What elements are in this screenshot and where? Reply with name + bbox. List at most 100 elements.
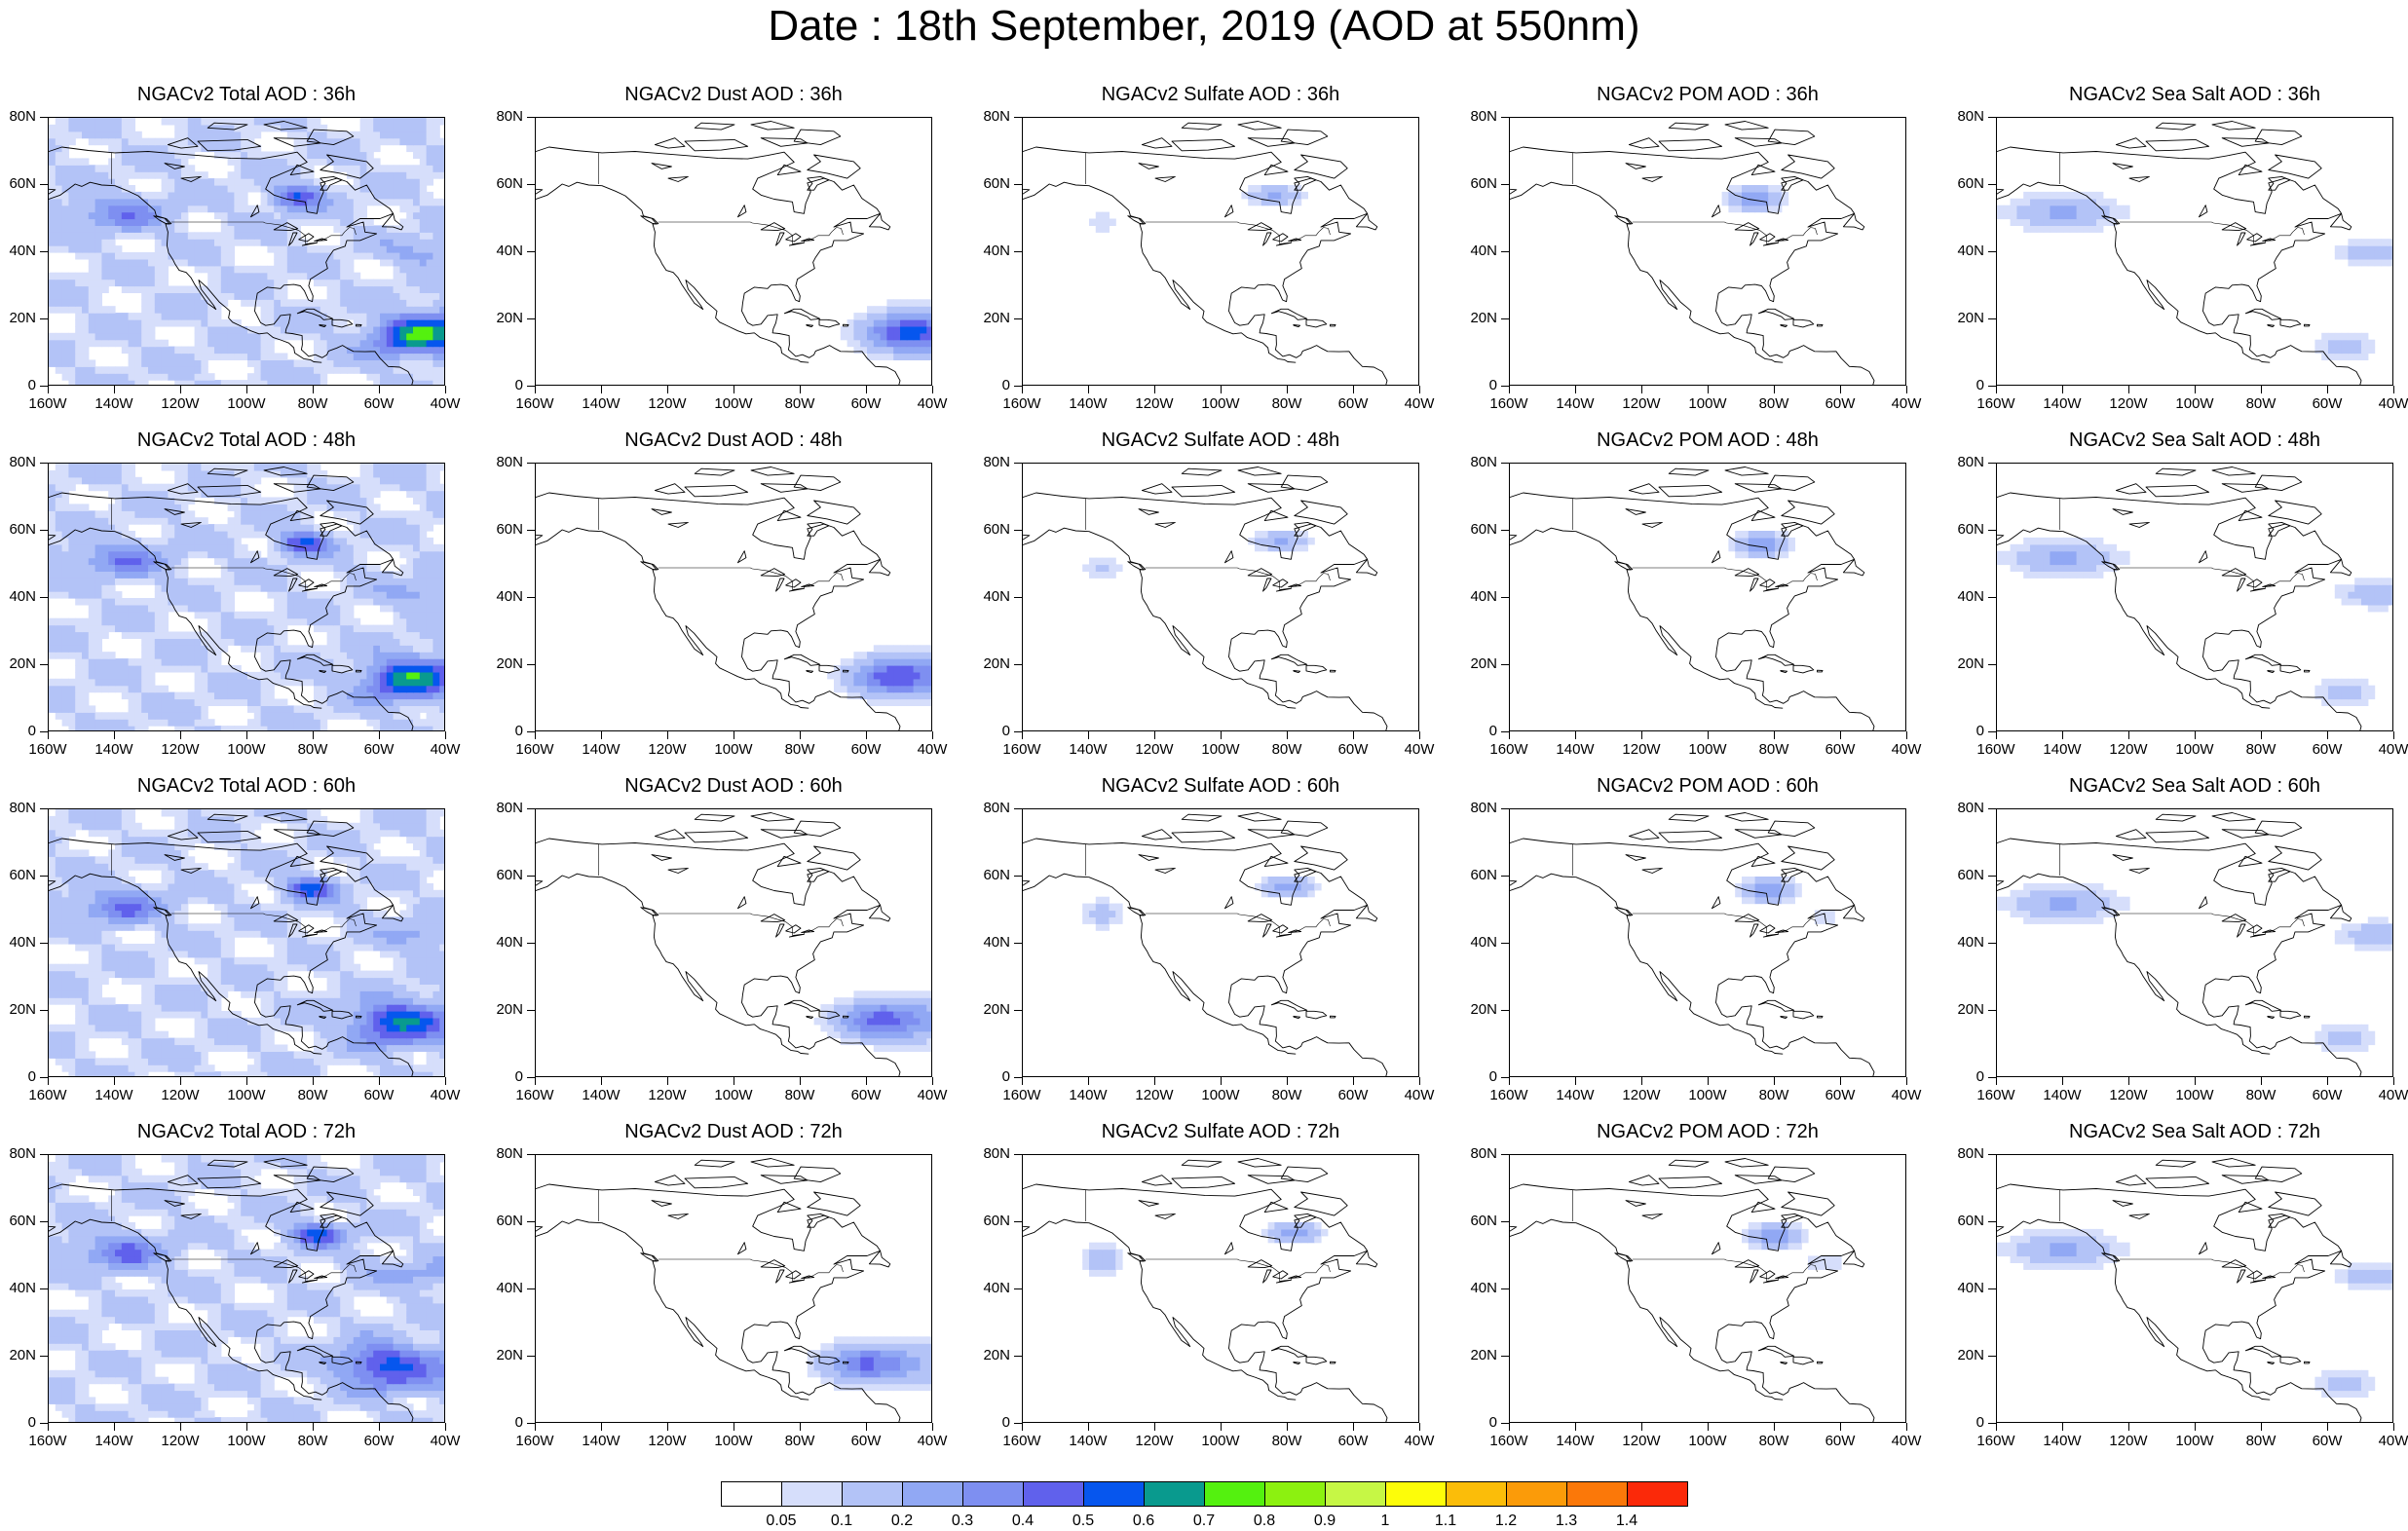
aod-cell — [108, 611, 116, 619]
aod-cell — [1761, 543, 1769, 552]
aod-cell — [115, 185, 123, 193]
aod-map — [1023, 121, 1388, 385]
aod-cell — [439, 591, 444, 599]
aod-cell — [121, 537, 130, 545]
aod-cell — [366, 624, 374, 633]
aod-cell — [413, 578, 421, 585]
aod-cell — [347, 285, 355, 293]
aod-cell — [433, 245, 440, 253]
aod-cell — [860, 319, 868, 327]
aod-cell — [293, 171, 301, 179]
aod-cell — [121, 726, 130, 730]
aod-cell — [115, 665, 123, 673]
aod-cell — [439, 165, 444, 172]
aod-cell — [439, 645, 444, 653]
pacific-coastline — [1023, 527, 1297, 709]
aod-cell — [267, 178, 275, 186]
aod-cell — [121, 124, 130, 132]
aod-cell — [82, 504, 90, 511]
aod-cell — [134, 543, 142, 552]
aod-cell — [108, 483, 116, 492]
aod-cell — [154, 299, 163, 307]
aod-cell — [94, 306, 102, 314]
arctic-island-outline — [1658, 484, 1723, 498]
aod-cell — [353, 165, 361, 172]
aod-cell — [413, 239, 421, 246]
aod-cell — [2083, 191, 2090, 200]
aod-cell — [433, 469, 440, 478]
aod-cell — [1109, 571, 1116, 579]
aod-cell — [194, 306, 202, 314]
aod-cell — [320, 325, 328, 334]
aod-cell — [161, 366, 169, 374]
aod-cell — [55, 299, 63, 307]
aod-cell — [419, 239, 428, 246]
aod-cell — [260, 726, 268, 730]
aod-cell — [61, 631, 69, 639]
aod-cell — [115, 279, 123, 287]
aod-cell — [286, 564, 295, 572]
aod-cell — [359, 665, 367, 673]
aod-cell — [101, 604, 109, 613]
lon-tick-label: 120W — [2109, 395, 2148, 412]
aod-cell — [214, 265, 222, 274]
aod-cell — [201, 118, 208, 126]
aod-cell — [320, 665, 328, 673]
aod-cell — [88, 624, 96, 633]
aod-cell — [314, 524, 321, 532]
aod-cell — [220, 252, 229, 260]
aod-cell — [181, 658, 189, 666]
aod-cell — [101, 118, 109, 126]
aod-cell — [340, 591, 348, 599]
aod-cell — [148, 285, 156, 293]
aod-cell — [314, 617, 321, 626]
aod-cell — [260, 524, 268, 532]
aod-cell — [227, 232, 235, 240]
aod-cell — [386, 137, 395, 146]
aod-cell — [293, 306, 301, 314]
aod-cell — [121, 598, 130, 606]
us-canada-border — [1145, 567, 1331, 590]
map-frame — [48, 463, 445, 731]
aod-cell — [373, 285, 381, 293]
aod-cell — [128, 205, 135, 213]
island-outline — [2267, 324, 2276, 328]
aod-cell — [234, 319, 242, 327]
aod-cell — [61, 366, 69, 374]
aod-cell — [353, 645, 361, 653]
aod-cell — [134, 373, 142, 381]
aod-cell — [2089, 191, 2097, 200]
aod-cell — [82, 564, 90, 572]
aod-cell — [853, 665, 861, 673]
aod-cell — [300, 218, 308, 226]
aod-cell — [281, 124, 288, 132]
aod-cell — [148, 359, 156, 367]
aod-cell — [353, 705, 361, 713]
aod-cell — [366, 325, 374, 334]
aod-cell — [49, 705, 56, 713]
aod-cell — [247, 158, 255, 166]
aod-cell — [128, 118, 135, 126]
aod-cell — [274, 464, 282, 471]
aod-cell — [207, 698, 215, 706]
aod-cell — [340, 598, 348, 606]
aod-cell — [1728, 537, 1736, 545]
aod-cell — [2354, 252, 2362, 260]
aod-cell — [2036, 191, 2045, 200]
aod-cell — [880, 671, 887, 680]
aod-cell — [847, 319, 854, 327]
aod-cell — [154, 373, 163, 381]
aod-cell — [2348, 339, 2355, 348]
aod-cell — [281, 258, 288, 267]
aod-cell — [82, 285, 90, 293]
aod-cell — [267, 517, 275, 525]
aod-cell — [347, 658, 355, 666]
aod-cell — [220, 665, 229, 673]
aod-cell — [373, 691, 381, 700]
aod-cell — [61, 571, 69, 579]
aod-cell — [253, 726, 262, 730]
aod-cell — [893, 346, 901, 355]
aod-cell — [426, 550, 433, 559]
aod-cell — [168, 510, 175, 518]
panel-title: NGACv2 Total AOD : 36h — [136, 84, 357, 105]
